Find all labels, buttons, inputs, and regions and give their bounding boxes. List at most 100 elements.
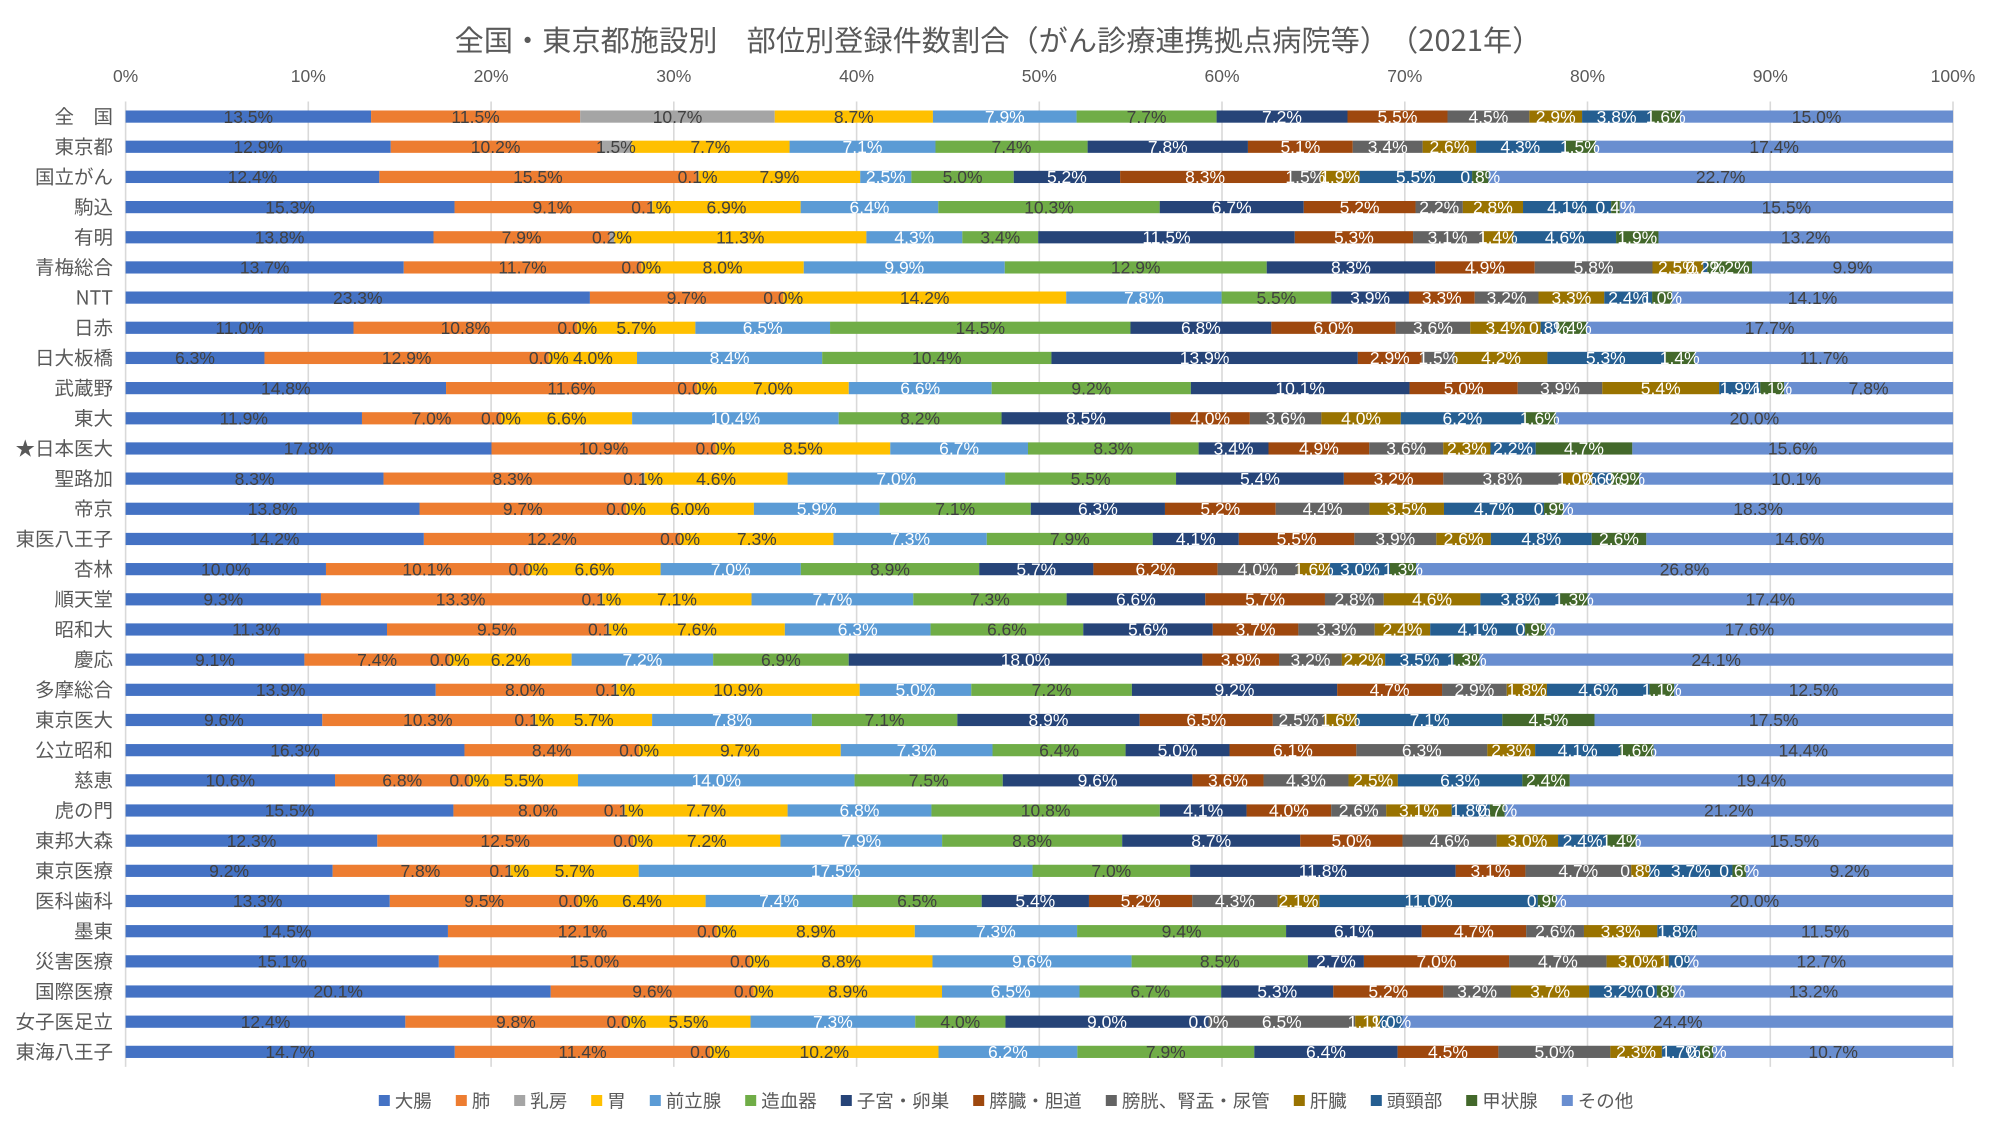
- svg-text:5.2%: 5.2%: [1200, 499, 1240, 519]
- svg-text:5.0%: 5.0%: [1331, 831, 1371, 851]
- svg-text:0.0%: 0.0%: [529, 348, 569, 368]
- svg-text:6.6%: 6.6%: [575, 559, 615, 579]
- svg-text:3.1%: 3.1%: [1471, 861, 1511, 881]
- svg-text:3.6%: 3.6%: [1413, 318, 1453, 338]
- svg-text:11.7%: 11.7%: [1800, 348, 1848, 368]
- svg-text:1.3%: 1.3%: [1447, 650, 1487, 670]
- svg-text:5.7%: 5.7%: [574, 710, 614, 730]
- svg-text:9.5%: 9.5%: [477, 620, 517, 640]
- svg-text:14.2%: 14.2%: [900, 288, 950, 308]
- svg-text:80%: 80%: [1570, 66, 1605, 86]
- svg-text:8.3%: 8.3%: [1093, 439, 1133, 459]
- svg-text:3.3%: 3.3%: [1422, 288, 1462, 308]
- svg-text:6.8%: 6.8%: [840, 801, 880, 821]
- svg-text:30%: 30%: [656, 66, 691, 86]
- svg-text:4.1%: 4.1%: [1183, 801, 1223, 821]
- svg-text:0.0%: 0.0%: [763, 288, 803, 308]
- svg-text:7.9%: 7.9%: [1146, 1042, 1186, 1062]
- svg-text:12.3%: 12.3%: [227, 831, 277, 851]
- svg-text:10.8%: 10.8%: [441, 318, 491, 338]
- svg-text:6.1%: 6.1%: [1273, 740, 1313, 760]
- svg-text:9.1%: 9.1%: [532, 197, 572, 217]
- svg-text:3.7%: 3.7%: [1671, 861, 1711, 881]
- svg-text:8.3%: 8.3%: [493, 469, 533, 489]
- svg-text:11.8%: 11.8%: [1299, 861, 1347, 881]
- svg-text:15.0%: 15.0%: [1792, 107, 1842, 127]
- svg-text:5.2%: 5.2%: [1340, 197, 1380, 217]
- svg-text:20.0%: 20.0%: [1730, 409, 1780, 429]
- svg-text:13.9%: 13.9%: [256, 680, 306, 700]
- svg-text:7.8%: 7.8%: [1849, 378, 1889, 398]
- svg-text:3.1%: 3.1%: [1428, 228, 1468, 248]
- svg-text:6.2%: 6.2%: [1136, 559, 1176, 579]
- svg-text:1.0%: 1.0%: [1659, 952, 1699, 972]
- svg-text:6.2%: 6.2%: [1442, 409, 1482, 429]
- svg-text:20%: 20%: [474, 66, 509, 86]
- svg-text:1.1%: 1.1%: [1642, 680, 1682, 700]
- svg-text:0.1%: 0.1%: [631, 197, 671, 217]
- svg-text:4.9%: 4.9%: [1299, 439, 1339, 459]
- svg-text:6.0%: 6.0%: [670, 499, 710, 519]
- svg-text:24.1%: 24.1%: [1691, 650, 1741, 670]
- svg-text:0.0%: 0.0%: [449, 771, 489, 791]
- svg-text:10.1%: 10.1%: [1771, 469, 1821, 489]
- svg-text:2.6%: 2.6%: [1535, 921, 1575, 941]
- svg-text:3.2%: 3.2%: [1487, 288, 1527, 308]
- svg-text:15.3%: 15.3%: [265, 197, 315, 217]
- svg-text:17.5%: 17.5%: [811, 861, 861, 881]
- svg-text:5.8%: 5.8%: [1574, 258, 1614, 278]
- svg-text:5.4%: 5.4%: [1641, 378, 1681, 398]
- svg-text:6.3%: 6.3%: [1440, 771, 1480, 791]
- svg-text:14.6%: 14.6%: [1775, 529, 1825, 549]
- svg-text:11.6%: 11.6%: [547, 378, 595, 398]
- svg-text:7.0%: 7.0%: [876, 469, 916, 489]
- svg-text:3.2%: 3.2%: [1457, 982, 1497, 1002]
- svg-text:8.4%: 8.4%: [532, 740, 572, 760]
- svg-text:13.3%: 13.3%: [233, 891, 283, 911]
- svg-text:6.7%: 6.7%: [1130, 982, 1170, 1002]
- svg-text:7.3%: 7.3%: [897, 740, 937, 760]
- svg-text:9.2%: 9.2%: [1215, 680, 1255, 700]
- svg-text:2.4%: 2.4%: [1608, 288, 1648, 308]
- svg-text:4.8%: 4.8%: [1521, 529, 1561, 549]
- svg-text:9.7%: 9.7%: [503, 499, 543, 519]
- svg-text:4.7%: 4.7%: [1454, 921, 1494, 941]
- svg-text:12.1%: 12.1%: [558, 921, 608, 941]
- svg-text:3.2%: 3.2%: [1374, 469, 1414, 489]
- svg-text:6.6%: 6.6%: [900, 378, 940, 398]
- svg-text:1.1%: 1.1%: [1348, 1012, 1388, 1032]
- svg-text:5.5%: 5.5%: [1378, 107, 1418, 127]
- svg-text:11.9%: 11.9%: [220, 409, 268, 429]
- svg-text:7.9%: 7.9%: [502, 228, 542, 248]
- svg-text:0.4%: 0.4%: [1596, 197, 1636, 217]
- svg-text:6.6%: 6.6%: [987, 620, 1027, 640]
- svg-text:3.2%: 3.2%: [1291, 650, 1331, 670]
- svg-text:0.8%: 0.8%: [1529, 318, 1569, 338]
- svg-text:6.7%: 6.7%: [1212, 197, 1252, 217]
- svg-text:17.4%: 17.4%: [1745, 590, 1795, 610]
- svg-text:16.3%: 16.3%: [270, 740, 320, 760]
- svg-text:1.6%: 1.6%: [1520, 409, 1560, 429]
- svg-text:0.9%: 0.9%: [1605, 469, 1645, 489]
- svg-text:8.7%: 8.7%: [834, 107, 874, 127]
- svg-text:0.0%: 0.0%: [677, 378, 717, 398]
- svg-text:5.0%: 5.0%: [896, 680, 936, 700]
- svg-text:0.6%: 0.6%: [1719, 861, 1759, 881]
- svg-text:22.7%: 22.7%: [1696, 167, 1746, 187]
- svg-text:5.2%: 5.2%: [1121, 891, 1161, 911]
- svg-text:0.0%: 0.0%: [660, 529, 700, 549]
- svg-text:6.3%: 6.3%: [838, 620, 878, 640]
- svg-text:2.5%: 2.5%: [1353, 771, 1393, 791]
- svg-text:6.8%: 6.8%: [382, 771, 422, 791]
- svg-text:5.7%: 5.7%: [616, 318, 656, 338]
- svg-text:9.9%: 9.9%: [1833, 258, 1873, 278]
- svg-text:14.0%: 14.0%: [691, 771, 741, 791]
- svg-text:2.6%: 2.6%: [1429, 137, 1469, 157]
- svg-text:0.0%: 0.0%: [557, 318, 597, 338]
- svg-text:7.9%: 7.9%: [841, 831, 881, 851]
- svg-text:4.7%: 4.7%: [1564, 439, 1604, 459]
- svg-text:0.1%: 0.1%: [489, 861, 529, 881]
- svg-text:0.1%: 0.1%: [581, 590, 621, 610]
- svg-text:7.8%: 7.8%: [1148, 137, 1188, 157]
- svg-text:1.6%: 1.6%: [1646, 107, 1686, 127]
